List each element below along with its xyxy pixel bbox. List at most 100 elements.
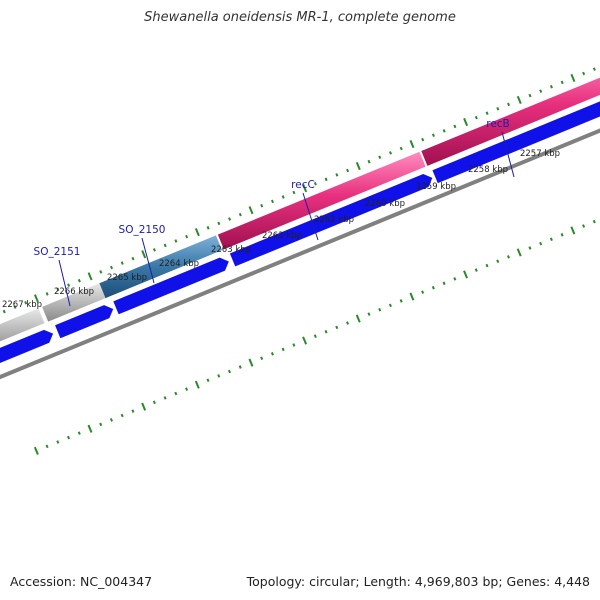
- ruler-tick-upper: [582, 71, 586, 76]
- ruler-tick-upper: [474, 115, 478, 120]
- ruler-tick-upper: [292, 190, 296, 195]
- ruler-tick-upper: [324, 177, 328, 182]
- ruler-tick-lower: [463, 270, 468, 279]
- ruler-tick-lower: [378, 307, 382, 312]
- cds-arrow: [55, 305, 114, 339]
- ruler-tick-lower: [120, 413, 124, 418]
- ruler-tick-lower: [431, 285, 435, 290]
- ruler-tick-upper: [421, 137, 425, 142]
- ruler-tick-upper: [228, 217, 232, 221]
- cds-arrow: [432, 101, 600, 184]
- ruler-tick-lower: [539, 241, 543, 246]
- genome-summary-text: Topology: circular; Length: 4,969,803 bp…: [246, 574, 590, 589]
- ruler-tick-upper: [67, 283, 71, 287]
- ruler-tick-upper: [302, 184, 308, 193]
- ruler-tick-lower: [194, 380, 200, 389]
- kbp-label: 2264 kbp: [159, 259, 199, 269]
- ruler-tick-lower: [185, 387, 189, 391]
- ruler-tick-lower: [409, 292, 415, 301]
- ruler-tick-upper: [528, 93, 532, 98]
- ruler-tick-upper: [355, 162, 361, 171]
- cds-arrow: [229, 174, 433, 267]
- ruler-tick-upper: [570, 73, 576, 83]
- gene-pointer-line: [58, 259, 71, 307]
- ruler-tick-lower: [174, 391, 178, 396]
- ruler-tick-lower: [324, 330, 328, 334]
- ruler-tick-lower: [109, 418, 113, 422]
- ruler-tick-upper: [592, 67, 596, 71]
- ruler-tick-upper: [174, 239, 178, 243]
- ruler-tick-upper: [539, 89, 543, 93]
- ruler-tick-lower: [217, 374, 221, 378]
- ruler-tick-upper: [399, 146, 403, 151]
- ruler-tick-upper: [56, 287, 60, 292]
- kbp-label: 2267 kbp: [2, 300, 42, 310]
- ruler-tick-lower: [67, 435, 71, 440]
- kbp-label: 2260 kbp: [365, 199, 405, 209]
- gene-label: SO_2151: [34, 246, 81, 258]
- cds-arrow: [0, 329, 54, 364]
- ruler-tick-upper: [367, 159, 371, 164]
- ruler-tick-upper: [99, 270, 103, 274]
- gene-bar: [0, 308, 45, 342]
- ruler-tick-lower: [399, 299, 403, 303]
- ruler-tick-lower: [45, 444, 49, 449]
- kbp-label: 2257 kbp: [520, 149, 560, 159]
- ruler-tick-lower: [582, 224, 586, 228]
- ruler-tick-upper: [389, 151, 393, 155]
- kbp-label: 2262 kbp: [262, 231, 302, 241]
- kbp-label: 2258 kbp: [468, 165, 508, 175]
- ruler-tick-upper: [152, 248, 156, 252]
- ruler-tick-lower: [516, 248, 522, 257]
- ruler-tick-upper: [549, 84, 553, 89]
- ruler-tick-upper: [141, 250, 147, 259]
- ruler-tick-lower: [421, 290, 425, 294]
- kbp-label: 2263 kbp: [211, 245, 251, 255]
- ruler-tick-upper: [260, 203, 264, 208]
- ruler-tick-upper: [238, 212, 242, 217]
- ruler-tick-lower: [152, 400, 156, 405]
- ruler-tick-upper: [270, 199, 274, 204]
- map-title: Shewanella oneidensis MR-1, complete gen…: [144, 10, 456, 25]
- ruler-tick-lower: [248, 358, 254, 367]
- ruler-tick-upper: [507, 102, 511, 107]
- ruler-tick-lower: [270, 352, 274, 356]
- ruler-tick-upper: [185, 234, 189, 239]
- ruler-tick-lower: [56, 440, 60, 444]
- ruler-tick-upper: [163, 243, 167, 248]
- ruler-tick-upper: [248, 206, 254, 215]
- ruler-tick-upper: [87, 272, 93, 281]
- ruler-tick-lower: [549, 237, 553, 241]
- gene-bar: [421, 77, 600, 166]
- ruler-tick-lower: [560, 233, 564, 237]
- ruler-tick-lower: [292, 343, 296, 347]
- ruler-tick-upper: [463, 117, 469, 127]
- ruler-tick-upper: [24, 300, 28, 305]
- gene-bar: [99, 235, 223, 299]
- ruler-tick-lower: [335, 325, 339, 330]
- kbp-label: 2261 kbp: [314, 215, 354, 225]
- ruler-tick-lower: [570, 226, 576, 235]
- ruler-tick-upper: [33, 294, 39, 303]
- ruler-tick-upper: [45, 292, 49, 296]
- ruler-tick-upper: [485, 111, 489, 115]
- ruler-tick-lower: [474, 268, 478, 272]
- ruler-tick-upper: [378, 155, 382, 160]
- ruler-tick-upper: [453, 124, 457, 129]
- ruler-tick-lower: [355, 314, 361, 323]
- ruler-tick-lower: [592, 219, 596, 224]
- ruler-tick-upper: [77, 278, 81, 283]
- ruler-tick-lower: [163, 396, 167, 400]
- accession-text: Accession: NC_004347: [10, 574, 153, 589]
- ruler-tick-upper: [560, 80, 564, 85]
- gene-pointer-line: [501, 131, 515, 178]
- ruler-tick-lower: [260, 356, 264, 360]
- ruler-tick-lower: [388, 303, 392, 308]
- ruler-tick-upper: [281, 195, 285, 199]
- ruler-tick-upper: [13, 305, 17, 309]
- ruler-tick-lower: [87, 424, 93, 433]
- ruler-tick-lower: [367, 312, 371, 316]
- ruler-tick-upper: [335, 173, 339, 177]
- ruler-tick-lower: [131, 409, 135, 413]
